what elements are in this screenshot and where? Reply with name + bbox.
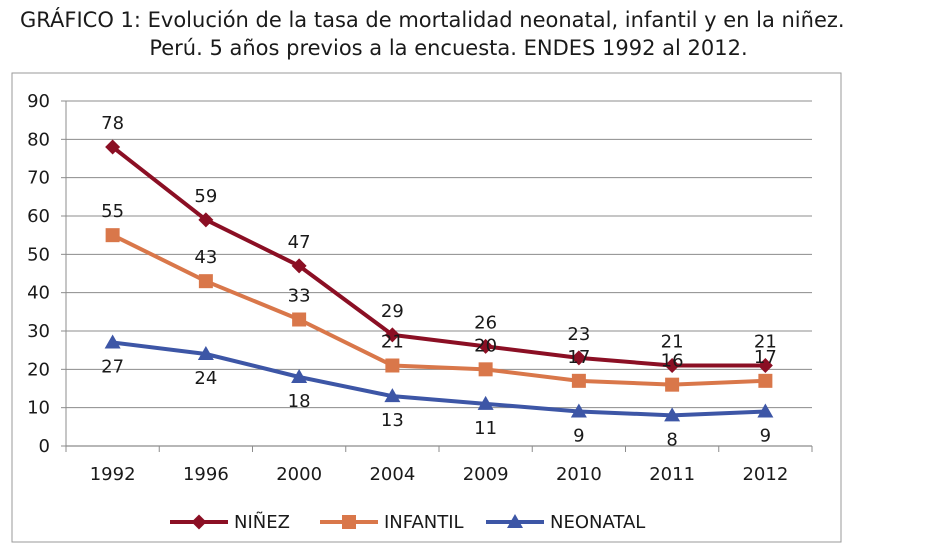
data-label-neonatal-2010: 9: [573, 426, 584, 447]
point-ni-ez-2010: [571, 350, 587, 366]
data-label-neonatal-2009: 11: [474, 418, 497, 439]
data-label-neonatal-1996: 24: [194, 368, 217, 389]
legend-label-neonatal: NEONATAL: [550, 512, 645, 533]
point-infantil-2004: [385, 358, 400, 373]
y-tick-label-10: 10: [27, 398, 50, 419]
data-label-ni-ez-2012: 21: [754, 332, 777, 353]
y-tick-label-90: 90: [27, 91, 50, 112]
legend-label-infantil: INFANTIL: [384, 512, 464, 533]
point-infantil-1992: [105, 228, 120, 243]
chart-frame: [11, 72, 842, 543]
legend-item-ni-ez: NIÑEZ: [170, 511, 290, 533]
data-label-infantil-1992: 55: [101, 201, 124, 222]
data-labels: 78 59 47 29 26 23 21 21 55 43 33 21 20 17 16 17 27 24 18 13…: [101, 113, 777, 450]
legend-item-infantil: INFANTIL: [320, 512, 464, 533]
data-label-ni-ez-1992: 78: [101, 113, 124, 134]
x-tick-label-2004: 2004: [369, 464, 415, 485]
x-tick-label-2000: 2000: [276, 464, 322, 485]
chart-title: GRÁFICO 1: Evolución de la tasa de morta…: [0, 6, 927, 62]
data-label-infantil-2010: 17: [567, 347, 590, 368]
point-neonatal-2004: [384, 388, 401, 403]
point-neonatal-2012: [757, 403, 774, 418]
point-infantil-2009: [478, 362, 493, 377]
point-infantil-2012: [758, 373, 773, 388]
point-neonatal-2010: [570, 403, 587, 418]
data-label-neonatal-2000: 18: [288, 391, 311, 412]
point-ni-ez-2009: [478, 338, 494, 354]
point-ni-ez-1996: [198, 212, 214, 228]
data-label-neonatal-2011: 8: [666, 429, 677, 450]
y-tick-label-40: 40: [27, 283, 50, 304]
x-tick-label-2010: 2010: [556, 464, 602, 485]
point-ni-ez-2011: [664, 358, 680, 373]
point-neonatal-2009: [477, 395, 494, 410]
y-tick-label-50: 50: [27, 244, 50, 265]
data-label-infantil-2004: 21: [381, 332, 404, 353]
legend-marker-neonatal: [507, 514, 523, 528]
point-ni-ez-2012: [757, 358, 773, 373]
data-label-neonatal-2004: 13: [381, 410, 404, 431]
x-tick-label-1992: 1992: [90, 464, 136, 485]
data-label-ni-ez-2009: 26: [474, 312, 497, 333]
y-tick-label-80: 80: [27, 129, 50, 150]
data-label-infantil-2000: 33: [288, 286, 311, 307]
y-axis: 0 10 20 30 40 50 60 70 80 90: [27, 91, 67, 457]
x-tick-label-1996: 1996: [183, 464, 229, 485]
point-ni-ez-2004: [384, 327, 400, 343]
legend-label-ni-ez: NIÑEZ: [234, 511, 290, 533]
data-label-ni-ez-2010: 23: [567, 324, 590, 345]
x-tick-label-2011: 2011: [649, 464, 695, 485]
series-line-ni-ez: [111, 145, 766, 368]
point-infantil-2011: [665, 377, 680, 392]
y-tick-label-0: 0: [39, 436, 50, 457]
point-ni-ez-1992: [105, 139, 121, 155]
legend: NIÑEZ INFANTIL NEONATAL: [170, 511, 645, 533]
point-ni-ez-2000: [291, 258, 307, 274]
x-tick-label-2009: 2009: [463, 464, 509, 485]
x-axis: 1992 1996 2000 2004 2009 2010 2011 2012: [65, 445, 813, 485]
data-label-ni-ez-2011: 21: [661, 332, 684, 353]
series-layer: [104, 139, 774, 422]
legend-marker-ni-ez: [191, 514, 207, 530]
chart-title-line-1: GRÁFICO 1: Evolución de la tasa de morta…: [20, 8, 845, 32]
point-neonatal-2000: [291, 369, 308, 383]
data-label-neonatal-2012: 9: [760, 426, 771, 447]
data-label-ni-ez-2004: 29: [381, 301, 404, 322]
chart-title-line-2: Perú. 5 años previos a la encuesta. ENDE…: [149, 36, 748, 60]
point-infantil-1996: [198, 274, 213, 289]
point-neonatal-1996: [197, 346, 214, 360]
data-label-infantil-2009: 20: [474, 335, 497, 356]
point-infantil-2010: [571, 373, 586, 388]
data-label-ni-ez-2000: 47: [288, 232, 311, 253]
series-line-infantil: [111, 233, 766, 387]
point-neonatal-2011: [664, 407, 681, 422]
data-label-infantil-2011: 16: [661, 351, 684, 372]
point-infantil-2000: [292, 312, 307, 327]
data-label-neonatal-1992: 27: [101, 357, 124, 378]
legend-marker-infantil: [342, 515, 356, 529]
y-tick-label-20: 20: [27, 359, 50, 380]
data-label-infantil-1996: 43: [194, 247, 217, 268]
y-tick-label-60: 60: [27, 206, 50, 227]
x-tick-label-2012: 2012: [742, 464, 788, 485]
series-line-neonatal: [112, 340, 766, 418]
point-neonatal-1992: [104, 334, 121, 349]
data-label-ni-ez-1996: 59: [194, 186, 217, 207]
y-tick-label-30: 30: [27, 321, 50, 342]
legend-item-neonatal: NEONATAL: [486, 512, 645, 533]
y-tick-label-70: 70: [27, 168, 50, 189]
data-label-infantil-2012: 17: [754, 347, 777, 368]
